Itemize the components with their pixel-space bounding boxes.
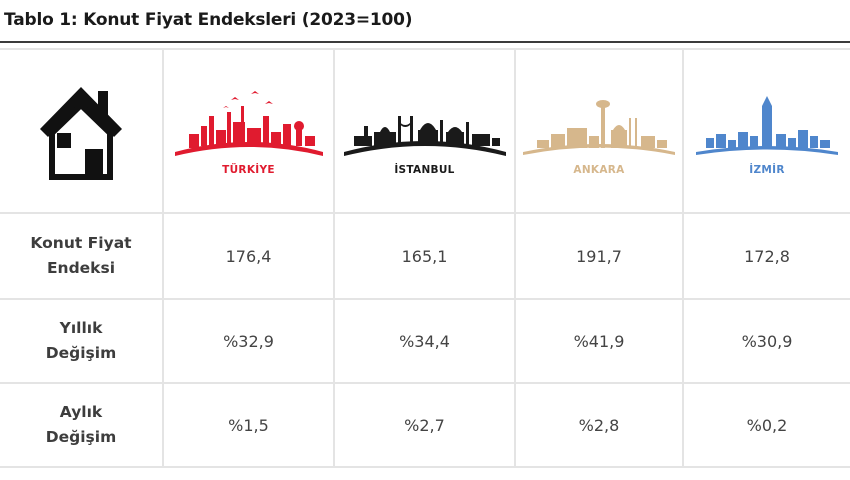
house-icon <box>40 87 122 180</box>
cell-value: %2,7 <box>335 384 516 468</box>
title-divider <box>0 41 850 43</box>
city-label-turkiye: TÜRKİYE <box>222 164 275 176</box>
header-ankara: ANKARA <box>516 48 684 214</box>
table-title: Tablo 1: Konut Fiyat Endeksleri (2023=10… <box>4 10 413 30</box>
izmir-skyline-icon <box>696 96 838 155</box>
cell-value: %30,9 <box>684 300 850 384</box>
header-turkiye: TÜRKİYE <box>164 48 335 214</box>
row-label-line2: Değişim <box>45 428 117 446</box>
cell-value: %34,4 <box>335 300 516 384</box>
header-izmir: İZMİR <box>684 48 850 214</box>
row-label-line1: Yıllık <box>59 319 103 337</box>
row-label-line1: Konut Fiyat <box>30 234 132 252</box>
cell-value: %2,8 <box>516 384 684 468</box>
row-label-line2: Endeksi <box>46 259 116 277</box>
row-label-line1: Aylık <box>59 403 103 421</box>
row-label-yillik-degisim: Yıllık Değişim <box>0 300 164 384</box>
turkiye-skyline-icon <box>174 91 323 156</box>
row-label-konut-fiyat-endeksi: Konut Fiyat Endeksi <box>0 214 164 300</box>
price-index-table: TÜRKİYE İSTANBUL <box>0 48 850 468</box>
cell-value: 191,7 <box>516 214 684 300</box>
cell-value: %32,9 <box>164 300 335 384</box>
ankara-skyline-icon <box>523 100 675 155</box>
header-icon-cell <box>0 48 164 214</box>
cell-value: 176,4 <box>164 214 335 300</box>
city-label-istanbul: İSTANBUL <box>394 164 455 176</box>
cell-value: %41,9 <box>516 300 684 384</box>
row-label-line2: Değişim <box>45 344 117 362</box>
header-istanbul: İSTANBUL <box>335 48 516 214</box>
istanbul-skyline-icon <box>343 116 506 156</box>
city-label-ankara: ANKARA <box>573 164 625 176</box>
row-label-aylik-degisim: Aylık Değişim <box>0 384 164 468</box>
cell-value: 172,8 <box>684 214 850 300</box>
city-label-izmir: İZMİR <box>749 164 785 176</box>
cell-value: %0,2 <box>684 384 850 468</box>
cell-value: %1,5 <box>164 384 335 468</box>
cell-value: 165,1 <box>335 214 516 300</box>
